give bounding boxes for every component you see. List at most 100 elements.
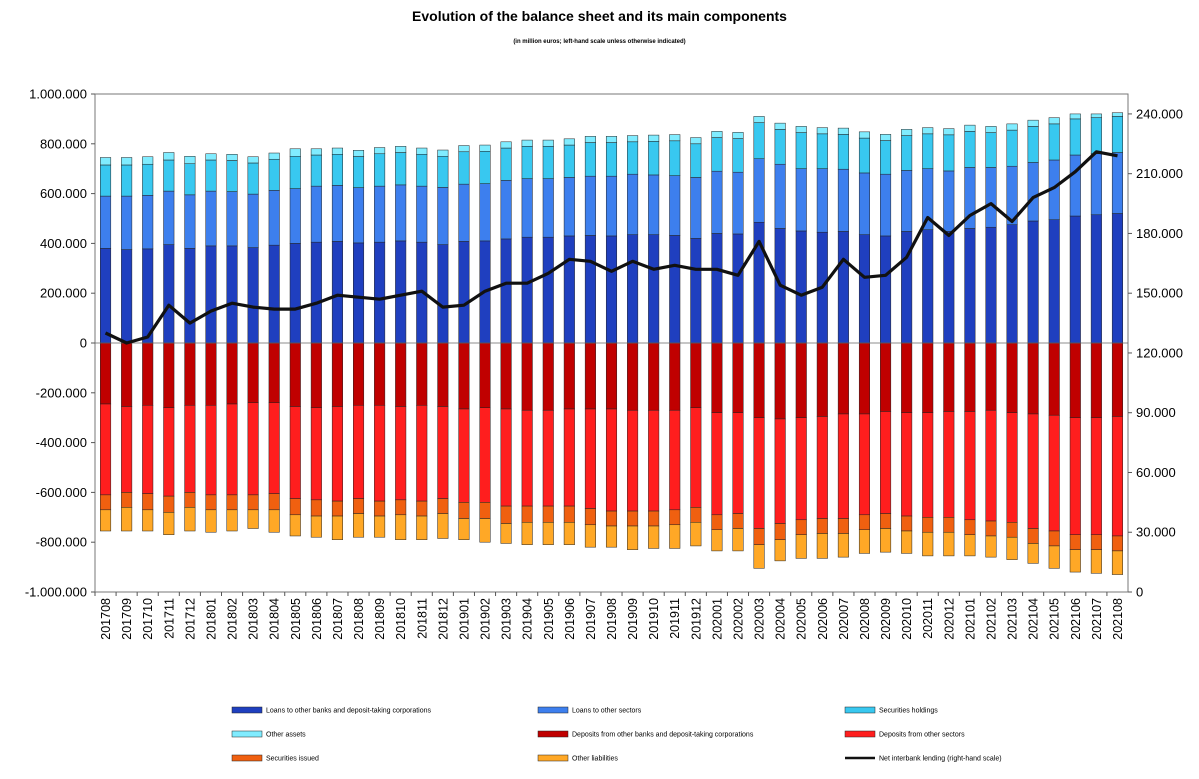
x-tick-label: 201906 <box>563 598 577 640</box>
right-tick-label: 0 <box>1136 585 1143 600</box>
bar-segment <box>858 514 870 530</box>
bar-segment <box>753 342 765 418</box>
bar-segment <box>142 493 154 511</box>
bar-segment <box>732 513 744 529</box>
left-tick-label: 600.000 <box>40 186 87 201</box>
bar-segment <box>563 138 575 146</box>
bar-segment <box>563 177 575 237</box>
net-interbank-line <box>104 150 1118 345</box>
bar-segment <box>458 342 470 410</box>
bar-segment <box>605 510 618 527</box>
bar-segment <box>226 509 238 532</box>
bar-segment <box>479 144 491 152</box>
bar-segment <box>163 190 175 245</box>
bar-segment <box>922 531 934 557</box>
x-tick-label: 201708 <box>99 598 113 640</box>
x-tick-label: 202007 <box>837 598 851 640</box>
bar-segment <box>1048 219 1060 344</box>
bar-segment <box>711 137 723 172</box>
bar-segment <box>648 141 660 176</box>
bar-segment <box>1111 342 1123 417</box>
bar-segment <box>353 405 365 499</box>
bar-segment <box>985 520 997 537</box>
bar-segment <box>542 342 554 411</box>
x-tick-label: 201710 <box>141 598 155 640</box>
x-tick-label: 201805 <box>289 598 303 640</box>
bar-segment <box>1006 536 1018 560</box>
bar-segment <box>100 195 112 249</box>
legend-swatch <box>231 754 263 762</box>
bar-segment <box>542 146 554 179</box>
bar-segment <box>563 235 575 344</box>
bar-segment <box>226 494 238 511</box>
bar-segment <box>353 342 365 406</box>
bar-segment <box>121 249 133 344</box>
left-tick-label: -400.000 <box>36 435 87 450</box>
bar-segment <box>774 122 786 130</box>
bar-segment <box>711 412 723 516</box>
legend-label: Deposits from other sectors <box>879 732 965 739</box>
bar-segment <box>1027 119 1039 127</box>
bar-segment <box>205 405 217 496</box>
bar-segment <box>943 170 955 232</box>
bar-segment <box>943 517 955 533</box>
bar-segment <box>268 509 280 533</box>
bar-segment <box>395 406 407 501</box>
bar-segment <box>837 231 849 344</box>
x-tick-label: 201806 <box>310 598 324 640</box>
x-tick-label: 201909 <box>626 598 640 640</box>
x-tick-label: 201907 <box>584 598 598 640</box>
bar-segment <box>1090 153 1102 216</box>
bar-segment <box>416 147 428 155</box>
bar-segment <box>1090 549 1102 574</box>
x-tick-label: 202001 <box>710 598 724 640</box>
bar-segment <box>542 409 554 507</box>
bar-segment <box>858 137 870 174</box>
bar-segment <box>374 241 386 344</box>
bar-segment <box>142 156 154 165</box>
x-tick-label: 201808 <box>352 598 366 640</box>
bar-segment <box>858 413 870 516</box>
x-tick-label: 201905 <box>542 598 556 640</box>
bar-segment <box>395 499 407 516</box>
x-tick-label: 202004 <box>774 598 788 640</box>
bar-segment <box>816 518 828 534</box>
x-tick-label: 201803 <box>247 598 261 640</box>
left-tick-label: -200.000 <box>36 385 87 400</box>
bar-segment <box>711 233 723 344</box>
bar-segment <box>1048 342 1060 416</box>
bar-segment <box>901 129 913 136</box>
bar-segment <box>816 133 828 169</box>
bar-segment <box>880 528 892 553</box>
bar-segment <box>247 509 259 529</box>
bar-segment <box>1027 528 1039 544</box>
bar-segment <box>374 342 386 406</box>
legend-label: Loans to other banks and deposit-taking … <box>266 708 431 715</box>
x-tick-label: 202107 <box>1090 598 1104 640</box>
x-tick-label: 201910 <box>647 598 661 640</box>
legend-swatch <box>231 706 263 714</box>
bar-segment <box>458 151 470 185</box>
bar-segment <box>100 403 112 496</box>
right-tick-label: 240.000 <box>1136 106 1183 121</box>
bar-segment <box>922 412 934 518</box>
chart-title: Evolution of the balance sheet and its m… <box>412 8 787 24</box>
bar-segment <box>837 134 849 170</box>
bar-segment <box>289 406 301 499</box>
bar-segment <box>374 147 386 155</box>
bar-segment <box>795 168 807 232</box>
bar-segment <box>374 153 386 187</box>
bar-segment <box>732 528 744 552</box>
right-tick-label: 60.000 <box>1136 465 1176 480</box>
bar-segment <box>268 244 280 344</box>
bar-segment <box>500 141 512 149</box>
bar-segment <box>563 505 575 523</box>
bar-segment <box>416 405 428 502</box>
legend-swatch <box>844 730 876 738</box>
bar-segment <box>437 498 449 514</box>
right-tick-label: 210.000 <box>1136 166 1183 181</box>
bar-segment <box>1090 417 1102 535</box>
bar-segment <box>289 188 301 244</box>
legend-label: Securities holdings <box>879 708 938 715</box>
